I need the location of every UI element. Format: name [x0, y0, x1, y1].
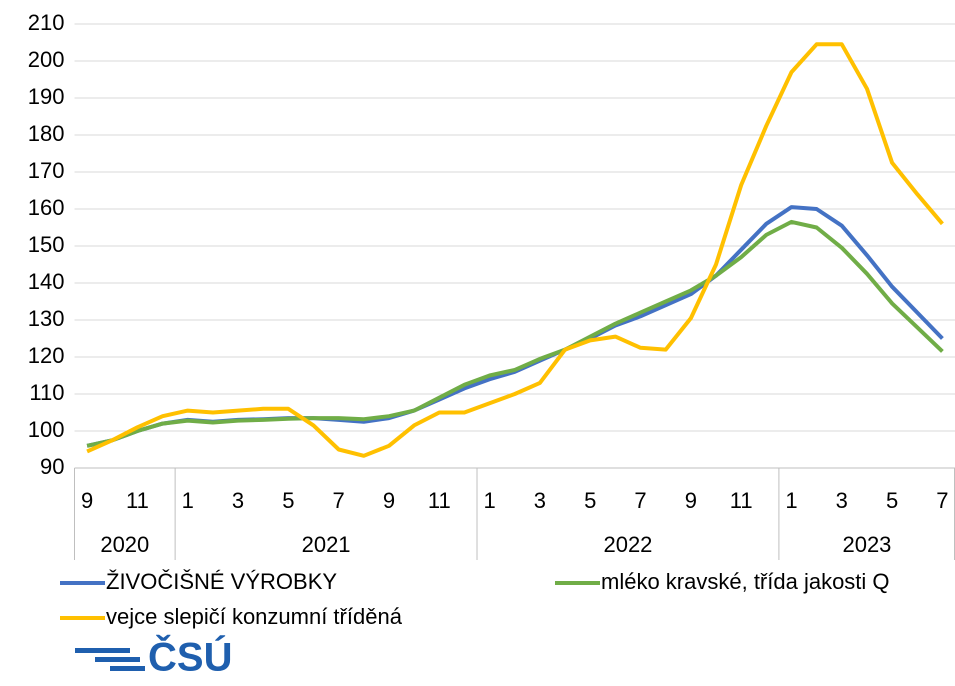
logo: ČSÚ	[75, 634, 232, 680]
x-tick-label: 7	[333, 488, 345, 513]
x-tick-label: 3	[232, 488, 244, 513]
x-tick-label: 11	[730, 488, 753, 513]
logo-stripe	[75, 648, 130, 653]
legend-label: vejce slepičí konzumní tříděná	[106, 604, 403, 629]
y-tick-label: 210	[28, 10, 65, 35]
year-label: 2022	[603, 532, 652, 557]
y-tick-label: 170	[28, 158, 65, 183]
x-tick-label: 11	[428, 488, 451, 513]
x-tick-label: 5	[886, 488, 898, 513]
legend-label: ŽIVOČIŠNÉ VÝROBKY	[106, 569, 337, 594]
x-tick-label: 1	[483, 488, 495, 513]
year-label: 2023	[842, 532, 891, 557]
logo-text: ČSÚ	[148, 634, 232, 680]
x-tick-label: 3	[836, 488, 848, 513]
x-tick-label: 5	[282, 488, 294, 513]
x-tick-label: 1	[785, 488, 797, 513]
x-tick-label: 11	[126, 488, 149, 513]
x-tick-label: 7	[634, 488, 646, 513]
y-tick-label: 110	[29, 380, 64, 405]
logo-stripe	[110, 666, 145, 671]
series-line	[86, 42, 944, 458]
year-label: 2021	[302, 532, 351, 557]
y-tick-label: 180	[28, 121, 65, 146]
series-line	[86, 219, 944, 448]
legend-label: mléko kravské, třída jakosti Q	[601, 569, 890, 594]
x-tick-label: 9	[383, 488, 395, 513]
y-tick-label: 190	[28, 84, 65, 109]
x-tick-label: 9	[685, 488, 697, 513]
series-line	[86, 205, 944, 448]
x-tick-label: 1	[182, 488, 194, 513]
x-tick-label: 9	[81, 488, 93, 513]
year-label: 2020	[100, 532, 149, 557]
y-tick-label: 100	[28, 417, 65, 442]
y-tick-label: 130	[28, 306, 65, 331]
y-tick-label: 140	[28, 269, 65, 294]
y-tick-label: 150	[28, 232, 65, 257]
y-tick-label: 160	[28, 195, 65, 220]
logo-stripe	[95, 657, 140, 662]
x-tick-label: 3	[534, 488, 546, 513]
y-tick-label: 120	[28, 343, 65, 368]
x-tick-label: 7	[936, 488, 948, 513]
y-tick-label: 200	[28, 47, 65, 72]
y-tick-label: 90	[40, 454, 64, 479]
x-tick-label: 5	[584, 488, 596, 513]
